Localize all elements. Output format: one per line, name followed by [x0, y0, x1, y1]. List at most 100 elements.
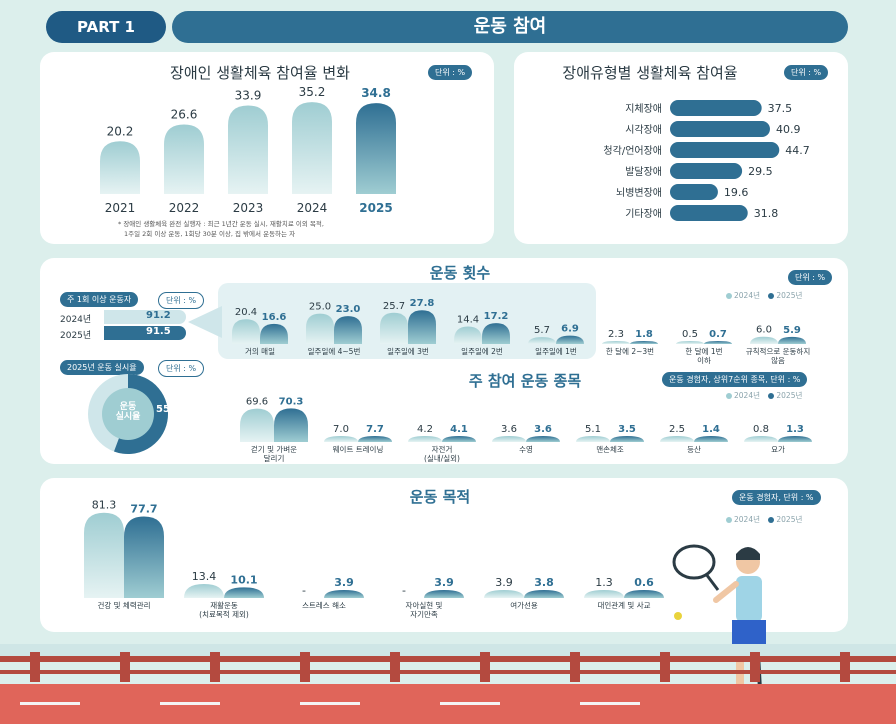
- part-badge: PART 1: [46, 11, 166, 43]
- rate-donut-hole: [102, 388, 154, 440]
- frequency-value-label: 5.7: [534, 325, 550, 336]
- frequency-value-label: 23.0: [336, 304, 361, 315]
- sports-value-label: 3.5: [618, 424, 636, 435]
- rate-center-line-2: 실시율: [115, 412, 141, 422]
- purpose-value-label: -: [302, 584, 306, 597]
- trend-year-label: 2021: [105, 201, 136, 215]
- type-category-label: 뇌병변장애: [616, 187, 662, 199]
- highlight-arrow: [188, 306, 222, 338]
- trend-footnote-line-1: * 장애인 생활체육 완전 실행자 : 최근 1년간 운동 실시, 재활치료 이…: [118, 220, 324, 228]
- trend-year-label: 2024: [297, 201, 328, 215]
- frequency-category-label: 규칙적으로 운동하지: [746, 346, 810, 356]
- purpose-category-label: 여가선용: [510, 600, 538, 610]
- frequency-value-label: 0.5: [682, 329, 698, 340]
- purpose-bar: [584, 590, 624, 598]
- purpose-category-label: 건강 및 체력관리: [97, 600, 150, 610]
- legend-2025-dot: [768, 293, 775, 299]
- purpose-bar: [484, 590, 524, 598]
- sports-category-label: 맨손체조: [596, 444, 624, 454]
- sports-bar: [492, 436, 526, 442]
- page-title: 운동 참여: [172, 11, 848, 43]
- type-bar: [670, 142, 780, 158]
- frequency-category-label: 한 달에 1번: [685, 347, 722, 356]
- frequency-title: 운동 횟수: [429, 264, 491, 282]
- frequency-category-label: 일주일에 3번: [387, 347, 429, 356]
- type-chart: 지체장애 37.5 시각장애 40.9 청각/언어장애 44.7 발달장애 29.5 뇌병변장애…: [603, 100, 810, 221]
- frequency-bar: [482, 323, 510, 344]
- purpose-value-label: 81.3: [92, 499, 117, 512]
- rate-box-unit: 단위 : %: [158, 360, 205, 377]
- legend-2024-dot: [726, 293, 732, 299]
- frequency-bar: [232, 319, 260, 344]
- sports-bar: [358, 436, 392, 442]
- type-value-label: 29.5: [748, 165, 773, 178]
- frequency-bar: [630, 341, 658, 344]
- purpose-chart: 81.3 77.7 건강 및 체력관리 13.4 10.1 재활운동(치료목적 제외) - 3…: [84, 499, 664, 619]
- sports-bar: [442, 436, 476, 442]
- purpose-value-label: 3.9: [434, 576, 454, 589]
- frequency-bar: [704, 341, 732, 344]
- sports-bar: [576, 436, 610, 442]
- purpose-value-label: 0.6: [634, 576, 654, 589]
- purpose-category-label: 자기만족: [410, 610, 438, 619]
- frequency-value-label: 0.7: [709, 329, 727, 340]
- trend-value-label: 20.2: [107, 124, 134, 138]
- trend-value-label: 35.2: [299, 85, 326, 99]
- purpose-legend-2024-dot: [726, 517, 732, 523]
- weekly-2024-label: 2024년: [60, 315, 92, 325]
- weekly-2025-label: 2025년: [60, 331, 92, 341]
- sports-value-label: 3.6: [501, 424, 517, 435]
- purpose-value-label: -: [402, 584, 406, 597]
- sports-category-label: 달리기: [264, 454, 285, 463]
- trend-bar: [228, 105, 268, 194]
- trend-bar: [292, 102, 332, 194]
- purpose-category-label: 자아실현 및: [406, 600, 443, 610]
- frequency-value-label: 6.0: [756, 325, 772, 336]
- sports-value-label: 4.1: [450, 424, 468, 435]
- type-category-label: 청각/언어장애: [603, 145, 662, 157]
- type-bar: [670, 184, 718, 200]
- trend-year-label: 2025: [359, 201, 392, 215]
- athlete-leg: [736, 654, 744, 700]
- type-category-label: 기타장애: [625, 208, 662, 220]
- frequency-category-label: 거의 매일: [245, 346, 275, 356]
- frequency-chart: 20.4 16.6 거의 매일 25.0 23.0 일주일에 4~5번 25.7 27.8 일주…: [232, 298, 810, 365]
- frequency-bar: [528, 337, 556, 344]
- sports-bar: [240, 408, 274, 442]
- sports-category-label: 자전거: [432, 444, 453, 454]
- trend-year-label: 2023: [233, 201, 264, 215]
- purpose-legend-2024-label: 2024년: [734, 515, 760, 524]
- frequency-value-label: 5.9: [783, 325, 801, 336]
- trend-bar: [164, 124, 204, 194]
- sports-category-label: 수영: [519, 444, 533, 454]
- frequency-unit: 단위 : %: [788, 270, 833, 285]
- trend-value-label: 33.9: [235, 88, 262, 102]
- purpose-legend-2025-label: 2025년: [776, 515, 803, 524]
- frequency-bar: [408, 310, 436, 344]
- legend-2025-label: 2025년: [776, 291, 803, 300]
- tennis-ball-icon: [674, 612, 682, 620]
- purpose-value-label: 10.1: [230, 573, 257, 586]
- sports-value-label: 7.0: [333, 424, 349, 435]
- athlete-shirt: [736, 576, 762, 622]
- purpose-category-label: 스트레스 해소: [302, 600, 346, 610]
- frequency-value-label: 1.8: [635, 329, 653, 340]
- purpose-bar: [624, 590, 664, 598]
- rate-box-title: 2025년 운동 실시율: [60, 360, 144, 375]
- sports-legend: 2024년 2025년: [720, 390, 802, 401]
- frequency-bar: [778, 336, 806, 344]
- rate-center-label: 운동 실시율: [104, 402, 152, 422]
- sports-bar: [274, 408, 308, 442]
- purpose-bar: [524, 590, 564, 598]
- trend-bar: [100, 141, 140, 194]
- sports-value-label: 2.5: [669, 424, 685, 435]
- sports-unit: 운동 경험자, 상위7순위 종목, 단위 : %: [662, 372, 808, 387]
- frequency-category-label: 일주일에 1번: [535, 347, 577, 356]
- frequency-bar: [380, 312, 408, 344]
- weekly-box-title: 주 1회 이상 운동자: [60, 292, 139, 307]
- frequency-value-label: 25.0: [309, 302, 331, 313]
- frequency-bar: [676, 341, 704, 344]
- sports-bar: [660, 436, 694, 442]
- type-bar: [670, 100, 762, 116]
